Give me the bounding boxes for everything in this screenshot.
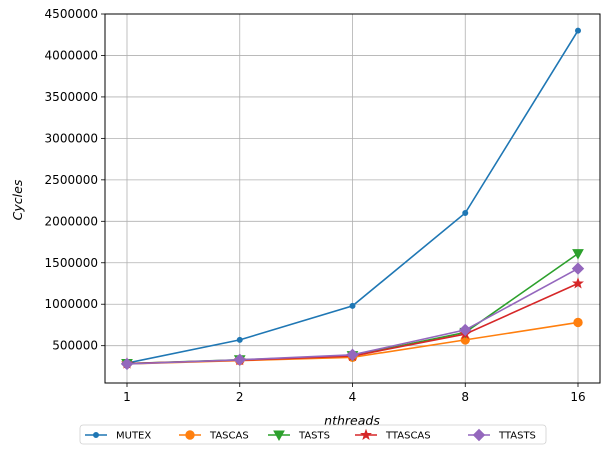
legend: MUTEX TASCAS TASTS TTASCAS TTASTS xyxy=(79,424,547,445)
series-ttasts xyxy=(120,262,585,371)
legend-label-ttasts: TTASTS xyxy=(498,431,536,442)
legend-box xyxy=(79,424,547,445)
legend-label-mutex: MUTEX xyxy=(116,431,151,442)
x-tick-label: 1 xyxy=(123,390,131,404)
y-tick-label: 3500000 xyxy=(45,90,98,104)
legend-label-tasts: TASTS xyxy=(298,431,330,442)
y-tick-label: 2500000 xyxy=(45,173,98,187)
legend-entry-ttasts: TTASTS xyxy=(468,428,536,442)
data-point-ttasts xyxy=(571,262,585,275)
data-point-ttascas xyxy=(572,277,584,289)
x-tick-label: 4 xyxy=(349,390,357,404)
legend-label-tascas: TASCAS xyxy=(209,431,249,442)
data-point-ttasts xyxy=(459,323,472,337)
data-point-tascas xyxy=(573,317,583,328)
data-point-ttasts xyxy=(346,348,359,362)
data-point-mutex xyxy=(236,336,243,343)
legend-entry-mutex: MUTEX xyxy=(85,431,151,442)
legend-entry-tasts: TASTS xyxy=(268,430,330,442)
y-tick-label: 500000 xyxy=(52,339,98,353)
y-axis-label: Cycles xyxy=(10,179,25,220)
x-tick-label: 8 xyxy=(461,390,469,404)
x-tick-label: 2 xyxy=(236,390,244,404)
series-lines xyxy=(120,27,585,371)
legend-entry-tascas: TASCAS xyxy=(179,430,249,442)
y-tick-label: 2000000 xyxy=(45,214,98,228)
data-point-mutex xyxy=(349,302,356,309)
legend-entry-ttascas: TTASCAS xyxy=(355,428,431,442)
data-point-mutex xyxy=(575,27,581,34)
legend-marker-ttascas xyxy=(360,428,372,441)
data-point-mutex xyxy=(462,210,469,217)
data-point-ttasts xyxy=(120,357,134,371)
x-axis-ticks: 1 2 4 8 16 xyxy=(123,383,586,404)
grid-lines xyxy=(105,13,600,383)
legend-marker-mutex xyxy=(93,432,99,438)
legend-label-ttascas: TTASCAS xyxy=(385,431,431,442)
legend-marker-ttasts xyxy=(472,428,486,442)
y-tick-label: 1000000 xyxy=(45,297,98,311)
x-tick-label: 16 xyxy=(570,390,585,404)
data-point-tasts xyxy=(572,249,584,260)
legend-marker-tascas xyxy=(185,430,195,440)
y-tick-label: 1500000 xyxy=(45,256,98,270)
data-point-ttasts xyxy=(233,353,246,366)
legend-marker-tasts xyxy=(273,430,285,442)
y-axis-ticks: 500000 1000000 1500000 2000000 2500000 300000… xyxy=(45,7,105,353)
y-tick-label: 3000000 xyxy=(45,131,98,145)
x-axis-label: nthreads xyxy=(324,413,380,428)
y-tick-label: 4500000 xyxy=(45,7,98,21)
y-tick-label: 4000000 xyxy=(45,48,98,62)
